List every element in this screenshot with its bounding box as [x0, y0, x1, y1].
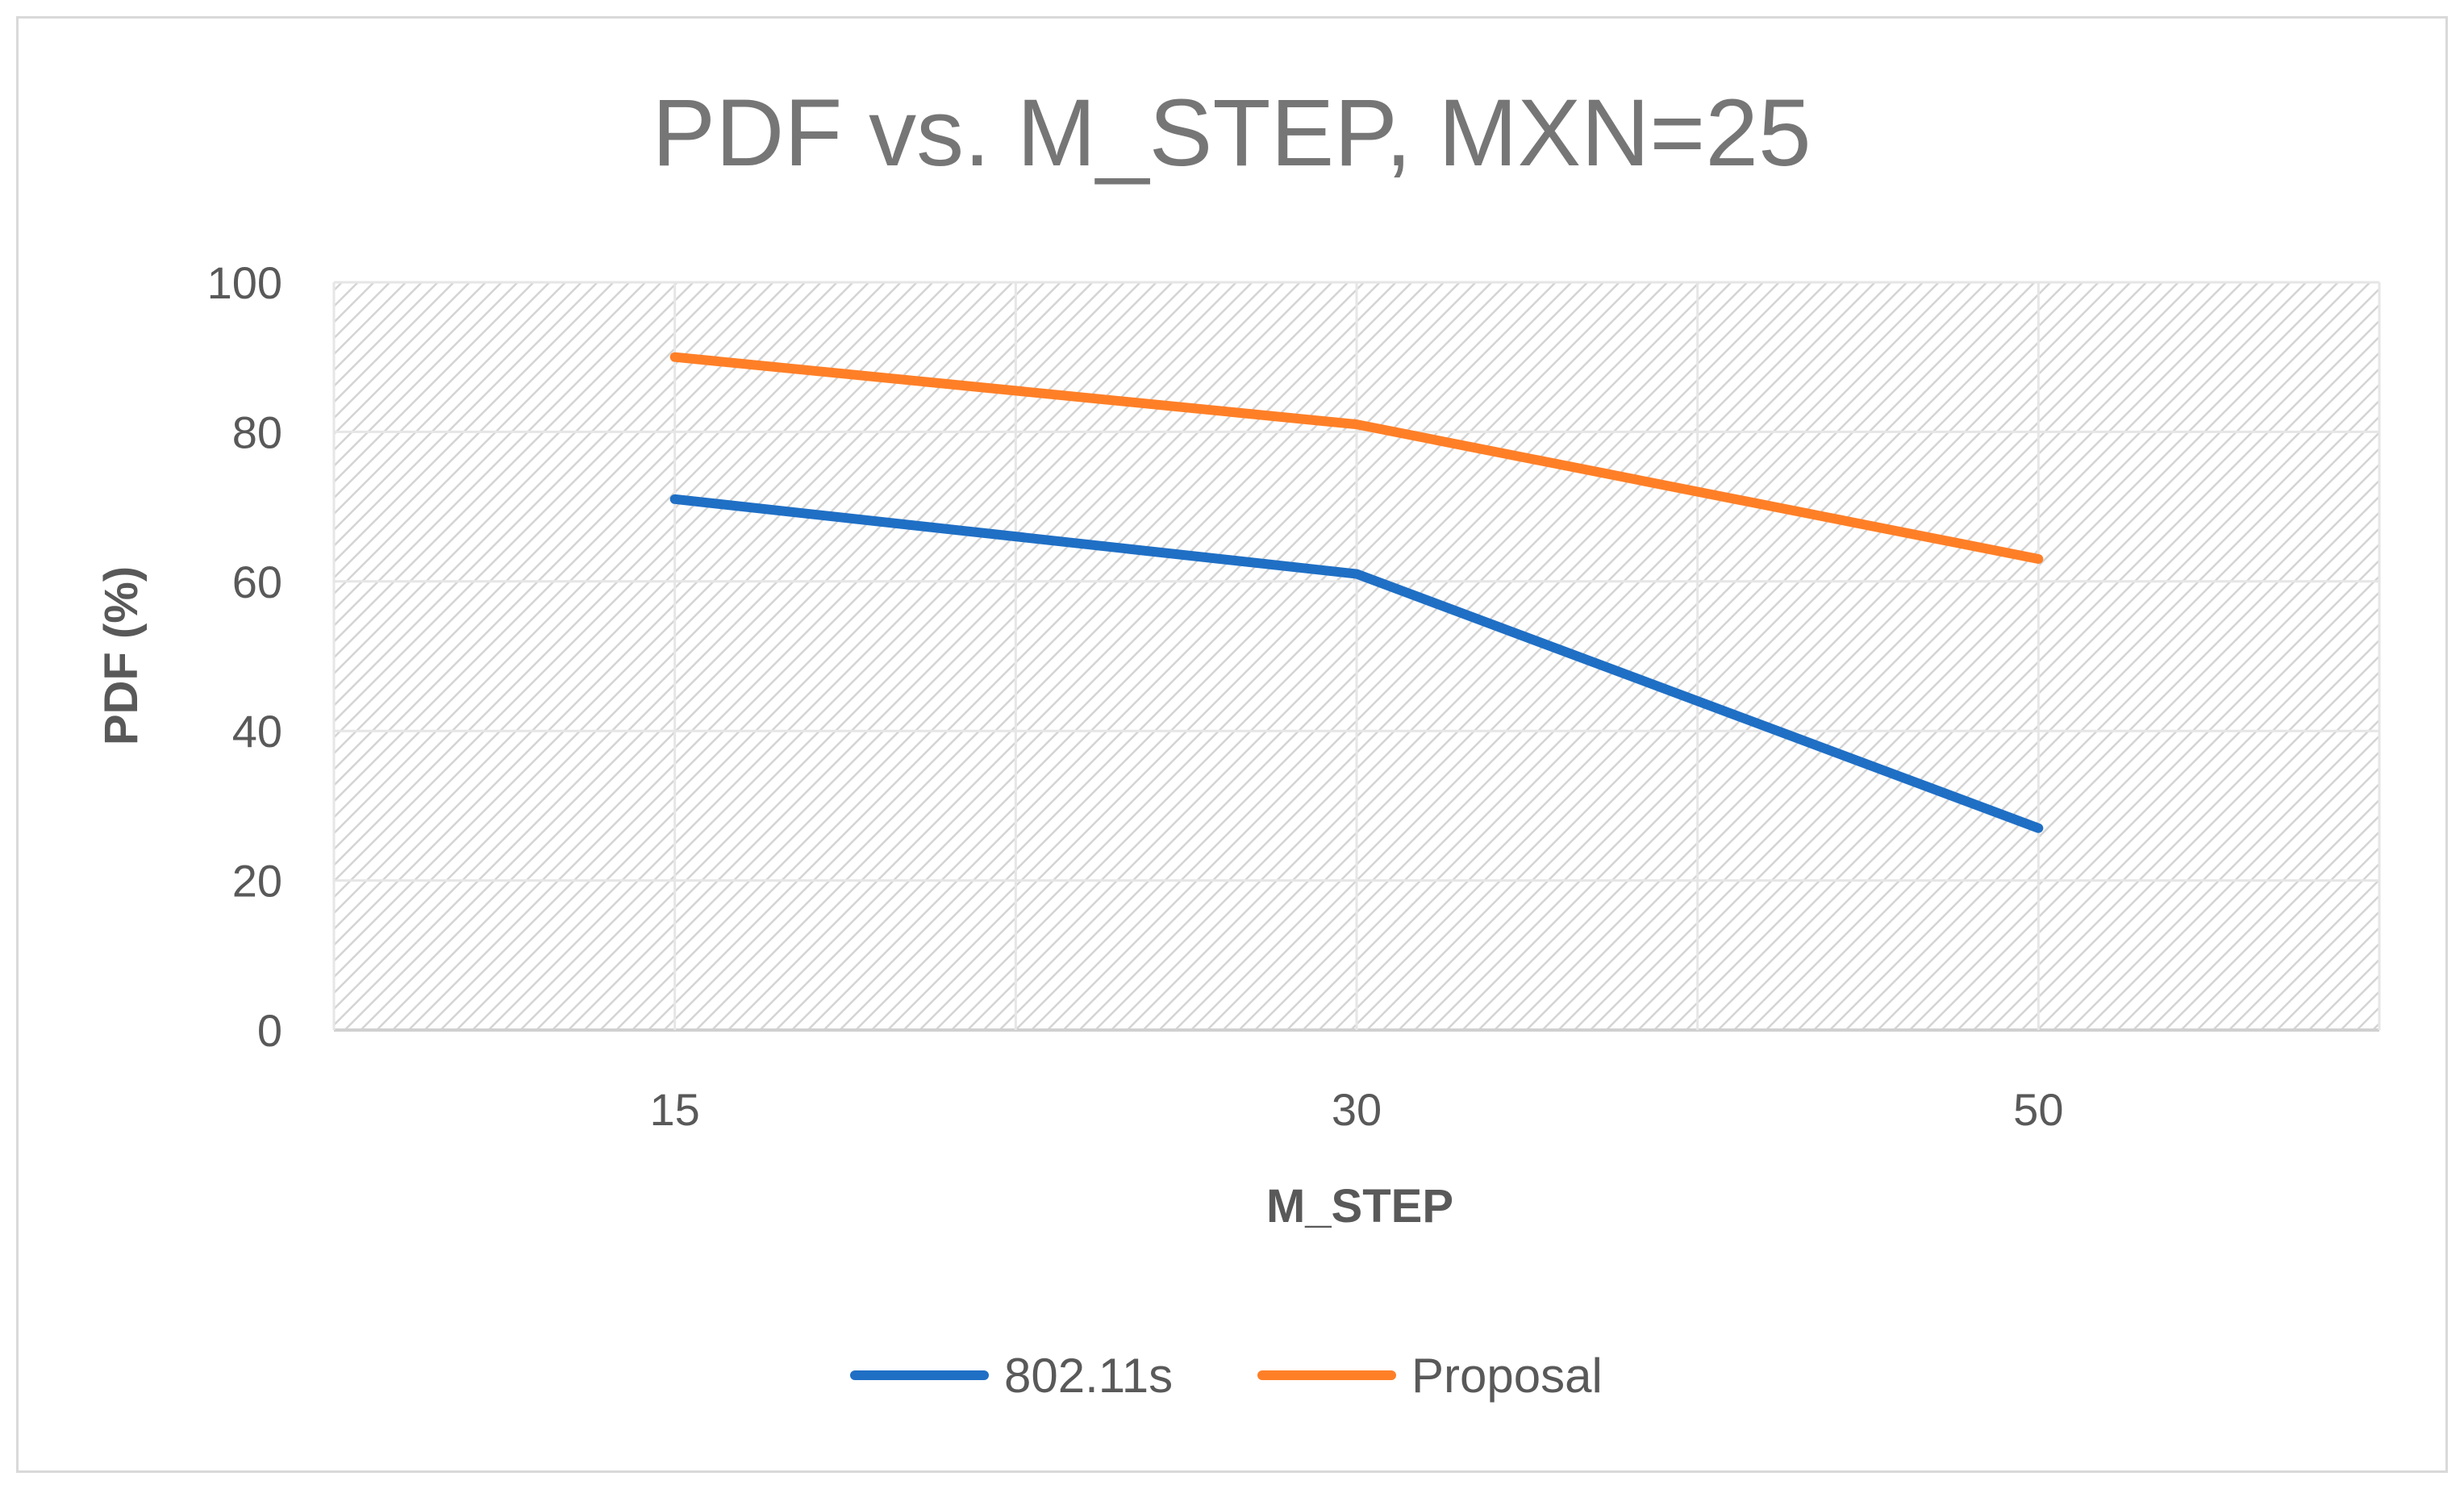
x-axis-title: M_STEP: [1266, 1180, 1453, 1232]
legend-label-802-11s: 802.11s: [1004, 1349, 1173, 1403]
x-tick-label-15: 15: [650, 1084, 700, 1135]
series-lines: [669, 352, 2044, 833]
y-axis-ticks: 0 20 40 60 80 100: [207, 257, 282, 1056]
series-line-802-11s: [669, 494, 2044, 833]
legend-label-proposal: Proposal: [1411, 1349, 1603, 1403]
series-line-proposal: [669, 352, 2044, 564]
x-tick-label-50: 50: [2013, 1084, 2063, 1135]
y-tick-label-20: 20: [232, 856, 282, 907]
x-tick-label-30: 30: [1332, 1084, 1382, 1135]
x-axis-ticks: 15 30 50: [650, 1084, 2064, 1135]
chart-title: PDF vs. M_STEP, MXN=25: [652, 80, 1811, 186]
y-tick-label-0: 0: [257, 1005, 282, 1056]
y-tick-label-80: 80: [232, 407, 282, 457]
y-tick-label-100: 100: [207, 257, 282, 308]
y-axis-title: PDF (%): [95, 566, 148, 745]
y-tick-label-60: 60: [232, 557, 282, 607]
gridlines: [332, 281, 2381, 1032]
y-tick-label-40: 40: [232, 706, 282, 757]
legend: 802.11s Proposal: [850, 1349, 1603, 1403]
